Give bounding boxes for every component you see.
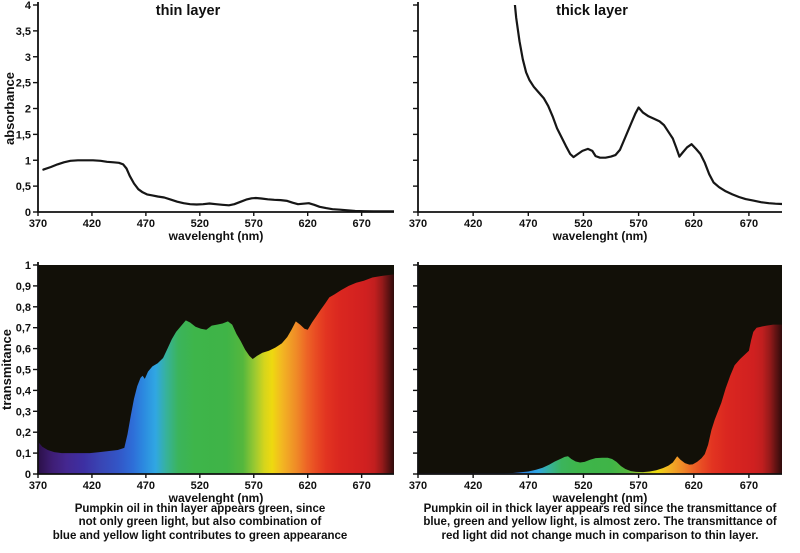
x-tick-label: 520 <box>191 218 209 230</box>
y-tick-label: 1 <box>25 155 31 167</box>
y-tick-label: 3 <box>25 52 31 64</box>
x-tick-label: 420 <box>464 218 482 230</box>
y-tick-label: 0,9 <box>16 281 31 293</box>
x-tick-label: 620 <box>685 480 703 492</box>
transmittance-thin-area <box>38 274 394 474</box>
transmittance-thick-chart: 370 420 470 520 570 620 670 wavelenght (nm) <box>400 256 800 506</box>
x-tick-label: 570 <box>629 480 647 492</box>
x-axis-title: wavelenght (nm) <box>168 491 264 505</box>
x-tick-label: 520 <box>191 480 209 492</box>
x-tick-label: 370 <box>409 480 427 492</box>
transmittance-thick-area <box>418 324 782 474</box>
x-tick-label: 370 <box>409 218 427 230</box>
x-tick-label: 570 <box>245 480 263 492</box>
y-tick-label: 0,7 <box>16 323 31 335</box>
absorbance-thick-chart: 370 420 470 520 570 620 670 wavelenght (nm) thi… <box>400 0 800 248</box>
x-tick-label: 470 <box>137 218 155 230</box>
x-tick-label: 520 <box>574 480 592 492</box>
transmittance-thin-plot-area: 370 420 470 520 570 620 670 0 0,1 0,2 0,3 0,4 0,5 0,6… <box>0 256 400 511</box>
y-tick-label: 0,3 <box>16 406 31 418</box>
y-tick-label: 2 <box>25 104 31 116</box>
absorbance-thin-plot-area: 370 420 470 520 570 620 670 0 0,5 1 1,5 2 2,5 3 3,5 4 wa… <box>0 0 400 253</box>
transmittance-thick-svg: 370 420 470 520 570 620 670 wavelenght (nm) <box>409 262 782 505</box>
y-tick-label: 0 <box>25 469 31 481</box>
y-axis-title: absorbance <box>2 72 17 145</box>
x-tick-label: 370 <box>29 218 47 230</box>
x-axis-title: wavelenght (nm) <box>552 491 648 505</box>
y-tick-label: 0,2 <box>16 427 31 439</box>
x-tick-label: 570 <box>629 218 647 230</box>
x-tick-label: 670 <box>740 480 758 492</box>
y-tick-label: 0 <box>25 207 31 219</box>
y-tick-label: 3,5 <box>16 26 31 38</box>
transmittance-thin-chart: 370 420 470 520 570 620 670 0 0,1 0,2 0,3 0,4 0,5 0,6… <box>0 256 400 506</box>
caption-thin-layer: Pumpkin oil in thin layer appears green,… <box>52 503 348 542</box>
y-axis-title: transmitance <box>0 329 14 410</box>
x-tick-label: 620 <box>299 218 317 230</box>
absorbance-thick-plot-area: 370 420 470 520 570 620 670 wavelenght (nm) <box>400 0 800 253</box>
absorbance-thick-line <box>513 5 782 206</box>
transmittance-thin-svg: 370 420 470 520 570 620 670 0 0,1 0,2 0,3 0,4 0,5 0,6… <box>0 260 394 505</box>
transmittance-thick-plot-area: 370 420 470 520 570 620 670 wavelenght (nm) <box>400 256 800 511</box>
x-tick-label: 670 <box>740 218 758 230</box>
x-axis-title: wavelenght (nm) <box>552 229 648 243</box>
caption-thick-layer: Pumpkin oil in thick layer appears red s… <box>423 503 777 542</box>
x-tick-label: 470 <box>519 480 537 492</box>
thick-layer-title: thick layer <box>556 3 628 19</box>
y-tick-label: 0,5 <box>16 181 31 193</box>
absorbance-thick-svg: 370 420 470 520 570 620 670 wavelenght (nm) <box>409 2 782 243</box>
x-tick-label: 570 <box>245 218 263 230</box>
y-tick-label: 2,5 <box>16 78 31 90</box>
x-tick-label: 620 <box>685 218 703 230</box>
x-tick-label: 670 <box>352 218 370 230</box>
y-tick-label: 0,5 <box>16 365 31 377</box>
y-tick-label: 0,8 <box>16 302 31 314</box>
thin-layer-title: thin layer <box>155 3 221 19</box>
x-tick-label: 420 <box>83 218 101 230</box>
x-tick-label: 520 <box>574 218 592 230</box>
y-tick-label: 0,1 <box>16 448 31 460</box>
x-tick-label: 670 <box>352 480 370 492</box>
x-axis-title: wavelenght (nm) <box>168 229 264 243</box>
x-tick-label: 470 <box>519 218 537 230</box>
y-tick-label: 4 <box>25 0 32 12</box>
absorbance-thin-line <box>42 159 394 213</box>
y-tick-label: 0,6 <box>16 344 31 356</box>
y-tick-label: 1 <box>25 260 31 272</box>
x-tick-label: 620 <box>299 480 317 492</box>
x-tick-label: 420 <box>464 480 482 492</box>
y-tick-label: 0,4 <box>16 385 32 397</box>
x-tick-label: 370 <box>29 480 47 492</box>
absorbance-thin-svg: 370 420 470 520 570 620 670 0 0,5 1 1,5 2 2,5 3 3,5 4 wa… <box>2 0 394 243</box>
x-tick-label: 470 <box>137 480 155 492</box>
x-tick-label: 420 <box>83 480 101 492</box>
y-tick-label: 1,5 <box>16 129 31 141</box>
absorbance-thin-chart: 370 420 470 520 570 620 670 0 0,5 1 1,5 2 2,5 3 3,5 4 wa… <box>0 0 400 248</box>
